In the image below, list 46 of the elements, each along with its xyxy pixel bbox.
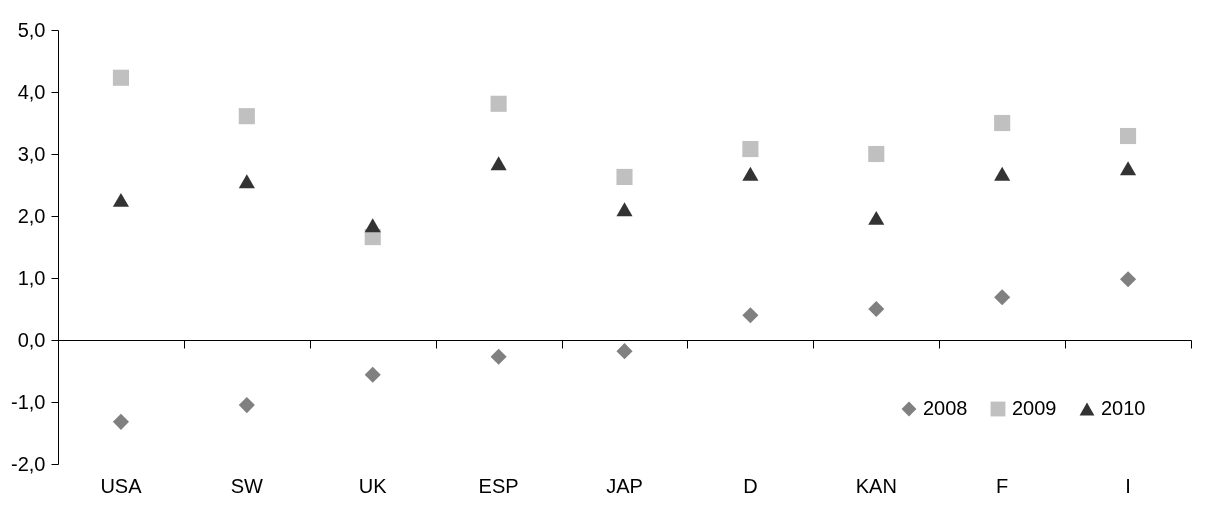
y-tick-label: 0,0 — [17, 328, 46, 351]
point — [994, 114, 1011, 132]
point — [364, 366, 381, 383]
point — [490, 348, 507, 365]
point — [1119, 271, 1137, 288]
y-tick-label: 3,0 — [17, 142, 46, 165]
y-tick-label: 5,0 — [17, 18, 46, 41]
point — [868, 300, 885, 318]
point — [238, 108, 255, 125]
x-tick-label: F — [996, 474, 1009, 497]
point — [490, 156, 507, 171]
point — [616, 343, 633, 360]
x-tick-label: D — [743, 474, 758, 497]
x-tick-label: I — [1125, 474, 1131, 497]
point — [616, 168, 633, 185]
point — [742, 140, 759, 158]
point — [1119, 127, 1137, 145]
point — [364, 218, 381, 233]
point — [994, 166, 1011, 181]
y-tick-label: -2,0 — [11, 452, 46, 475]
x-tick-label: USA — [100, 474, 143, 497]
y-tick-label: 4,0 — [17, 80, 46, 103]
x-tick-label: JAP — [606, 474, 643, 497]
point — [112, 192, 130, 207]
point — [742, 166, 759, 181]
point — [868, 210, 885, 225]
x-tick-label: KAN — [855, 474, 897, 497]
point — [238, 174, 255, 189]
point — [1119, 161, 1137, 176]
y-tick-label: -1,0 — [11, 390, 46, 413]
legend-label: 2008 — [923, 397, 968, 419]
y-tick-label: 2,0 — [17, 204, 46, 227]
point — [112, 69, 130, 86]
point — [616, 202, 633, 217]
point — [112, 413, 130, 430]
y-tick-label: 1,0 — [17, 266, 46, 289]
legend-label: 2010 — [1101, 397, 1146, 419]
x-tick-label: ESP — [478, 474, 519, 497]
point — [490, 95, 507, 112]
point — [868, 145, 885, 163]
x-tick-label: UK — [358, 474, 388, 497]
point — [238, 397, 255, 414]
legend-label: 2009 — [1012, 397, 1057, 419]
point — [994, 289, 1011, 306]
point — [742, 307, 759, 324]
x-tick-label: SW — [230, 474, 264, 497]
